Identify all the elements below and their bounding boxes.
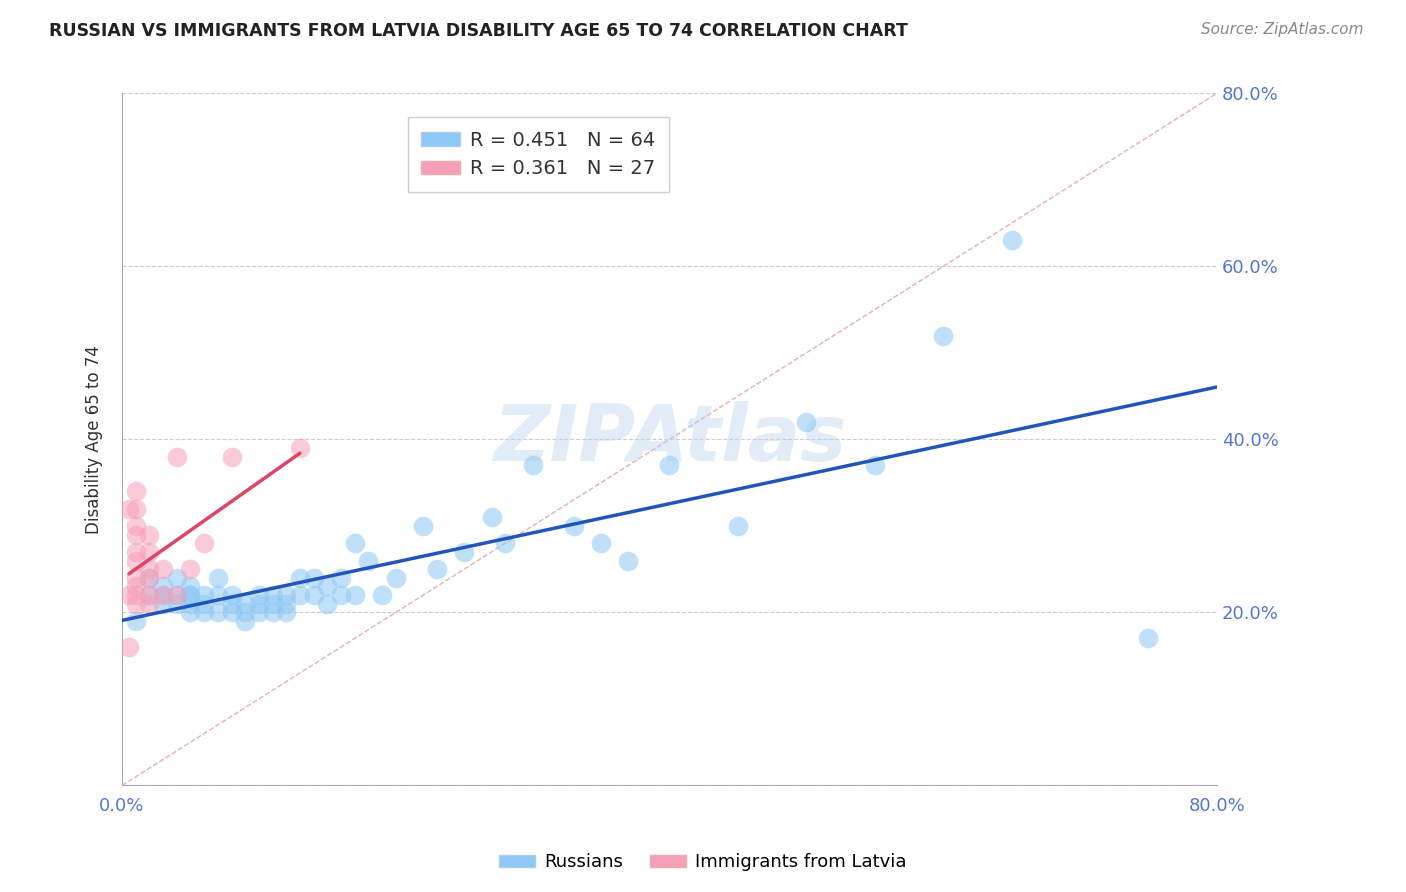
- Point: [589, 536, 612, 550]
- Point: [316, 597, 339, 611]
- Point: [125, 597, 148, 611]
- Point: [179, 579, 201, 593]
- Point: [481, 510, 503, 524]
- Point: [125, 545, 148, 559]
- Point: [152, 597, 174, 611]
- Point: [193, 536, 215, 550]
- Point: [221, 597, 243, 611]
- Text: Source: ZipAtlas.com: Source: ZipAtlas.com: [1201, 22, 1364, 37]
- Point: [221, 588, 243, 602]
- Legend: R = 0.451   N = 64, R = 0.361   N = 27: R = 0.451 N = 64, R = 0.361 N = 27: [408, 117, 669, 192]
- Point: [166, 588, 188, 602]
- Point: [247, 606, 270, 620]
- Point: [152, 562, 174, 576]
- Point: [138, 562, 160, 576]
- Point: [125, 553, 148, 567]
- Point: [371, 588, 394, 602]
- Point: [193, 606, 215, 620]
- Text: RUSSIAN VS IMMIGRANTS FROM LATVIA DISABILITY AGE 65 TO 74 CORRELATION CHART: RUSSIAN VS IMMIGRANTS FROM LATVIA DISABI…: [49, 22, 908, 40]
- Point: [221, 450, 243, 464]
- Point: [288, 571, 311, 585]
- Point: [166, 571, 188, 585]
- Point: [1000, 234, 1022, 248]
- Point: [233, 614, 256, 628]
- Point: [138, 545, 160, 559]
- Point: [125, 519, 148, 533]
- Point: [118, 501, 141, 516]
- Y-axis label: Disability Age 65 to 74: Disability Age 65 to 74: [86, 345, 103, 533]
- Point: [343, 588, 366, 602]
- Point: [562, 519, 585, 533]
- Point: [247, 597, 270, 611]
- Point: [262, 597, 284, 611]
- Point: [522, 458, 544, 473]
- Point: [343, 536, 366, 550]
- Point: [247, 588, 270, 602]
- Point: [412, 519, 434, 533]
- Legend: Russians, Immigrants from Latvia: Russians, Immigrants from Latvia: [492, 847, 914, 879]
- Point: [932, 328, 955, 343]
- Point: [302, 588, 325, 602]
- Point: [276, 588, 298, 602]
- Point: [276, 606, 298, 620]
- Point: [125, 588, 148, 602]
- Point: [453, 545, 475, 559]
- Point: [357, 553, 380, 567]
- Point: [207, 606, 229, 620]
- Point: [494, 536, 516, 550]
- Point: [125, 571, 148, 585]
- Point: [125, 579, 148, 593]
- Point: [118, 640, 141, 654]
- Point: [138, 588, 160, 602]
- Point: [179, 597, 201, 611]
- Point: [125, 501, 148, 516]
- Point: [330, 571, 353, 585]
- Point: [221, 606, 243, 620]
- Point: [125, 614, 148, 628]
- Point: [863, 458, 886, 473]
- Point: [288, 588, 311, 602]
- Point: [384, 571, 406, 585]
- Point: [138, 571, 160, 585]
- Point: [138, 597, 160, 611]
- Point: [152, 588, 174, 602]
- Point: [262, 606, 284, 620]
- Point: [179, 588, 201, 602]
- Point: [118, 588, 141, 602]
- Point: [276, 597, 298, 611]
- Point: [179, 562, 201, 576]
- Point: [125, 484, 148, 499]
- Point: [152, 579, 174, 593]
- Point: [179, 606, 201, 620]
- Point: [125, 527, 148, 541]
- Point: [233, 606, 256, 620]
- Point: [152, 588, 174, 602]
- Point: [426, 562, 449, 576]
- Point: [233, 597, 256, 611]
- Point: [166, 450, 188, 464]
- Point: [179, 588, 201, 602]
- Point: [138, 571, 160, 585]
- Point: [193, 588, 215, 602]
- Point: [262, 588, 284, 602]
- Text: ZIPAtlas: ZIPAtlas: [492, 401, 846, 477]
- Point: [316, 579, 339, 593]
- Point: [617, 553, 640, 567]
- Point: [302, 571, 325, 585]
- Point: [207, 571, 229, 585]
- Point: [330, 588, 353, 602]
- Point: [138, 527, 160, 541]
- Point: [727, 519, 749, 533]
- Point: [1137, 632, 1160, 646]
- Point: [658, 458, 681, 473]
- Point: [193, 597, 215, 611]
- Point: [166, 597, 188, 611]
- Point: [794, 415, 817, 429]
- Point: [207, 588, 229, 602]
- Point: [288, 441, 311, 455]
- Point: [166, 588, 188, 602]
- Point: [138, 588, 160, 602]
